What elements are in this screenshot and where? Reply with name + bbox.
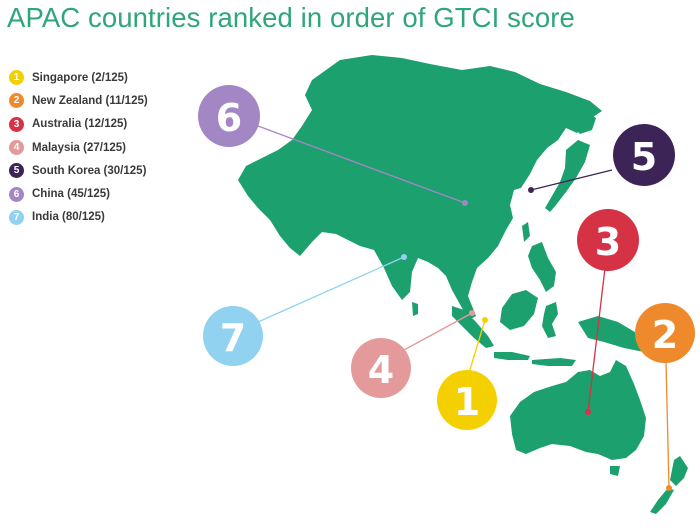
legend-item-india: 7 India (80/125) xyxy=(9,206,148,229)
legend-marker: 1 xyxy=(9,70,24,86)
legend-item-new-zealand: 2 New Zealand (11/125) xyxy=(9,89,148,112)
sumatra xyxy=(452,306,494,348)
legend-item-singapore: 1 Singapore (2/125) xyxy=(9,66,148,89)
badge-number: 7 xyxy=(220,316,246,360)
legend-marker: 5 xyxy=(9,163,24,179)
badge-number: 5 xyxy=(631,135,657,179)
borneo xyxy=(500,290,538,330)
australia xyxy=(510,360,646,460)
landmass xyxy=(238,55,688,514)
legend-item-south-korea: 5 South Korea (30/125) xyxy=(9,159,148,182)
asia-mainland xyxy=(238,55,602,320)
japan xyxy=(545,140,590,212)
leader-line-singapore xyxy=(468,319,486,374)
marker-australia xyxy=(585,409,591,415)
badge-india: 7 xyxy=(203,306,263,366)
legend-label: Singapore (2/125) xyxy=(32,71,128,84)
legend-item-malaysia: 4 Malaysia (27/125) xyxy=(9,136,148,159)
badge-south-korea: 5 xyxy=(613,124,675,186)
badge-number: 3 xyxy=(595,220,621,264)
new-zealand-north xyxy=(670,456,688,486)
marker-new-zealand xyxy=(666,485,672,491)
sri-lanka xyxy=(412,302,418,316)
leader-line-australia xyxy=(587,267,606,413)
legend-label: Malaysia (27/125) xyxy=(32,141,126,154)
badge-china: 6 xyxy=(198,85,260,147)
taiwan xyxy=(522,222,530,242)
legend-marker: 3 xyxy=(9,116,24,132)
lesser-sunda xyxy=(532,358,576,366)
marker-south-korea xyxy=(528,187,534,193)
marker-singapore xyxy=(482,317,488,323)
legend-item-australia: 3 Australia (12/125) xyxy=(9,113,148,136)
badge-new-zealand: 2 xyxy=(635,303,695,363)
legend-marker: 6 xyxy=(9,186,24,202)
legend-label: India (80/125) xyxy=(32,211,105,224)
marker-india xyxy=(401,254,407,260)
new-zealand-south xyxy=(650,488,674,514)
legend-label: New Zealand (11/125) xyxy=(32,94,148,107)
sulawesi xyxy=(542,302,558,338)
badge-australia: 3 xyxy=(577,209,639,271)
java xyxy=(494,352,530,360)
marker-china xyxy=(462,200,468,206)
marker-malaysia xyxy=(469,310,475,316)
legend-marker: 4 xyxy=(9,140,24,156)
legend-label: China (45/125) xyxy=(32,188,110,201)
hokkaido xyxy=(572,110,596,134)
tasmania xyxy=(610,466,620,476)
badge-number: 2 xyxy=(652,313,678,357)
legend-label: South Korea (30/125) xyxy=(32,164,147,177)
legend-label: Australia (12/125) xyxy=(32,118,128,131)
legend: 1 Singapore (2/125) 2 New Zealand (11/12… xyxy=(9,66,148,229)
badge-singapore: 1 xyxy=(437,370,497,430)
new-guinea xyxy=(578,316,652,352)
badge-number: 1 xyxy=(454,380,480,424)
map-title: APAC countries ranked in order of GTCI s… xyxy=(7,2,575,33)
badge-number: 6 xyxy=(216,96,242,140)
leader-line-malaysia xyxy=(403,312,473,351)
leader-line-china xyxy=(257,125,466,204)
badge-number: 4 xyxy=(368,348,394,392)
leader-line-new-zealand xyxy=(665,361,670,489)
leader-line-south-korea xyxy=(530,169,613,191)
badge-malaysia: 4 xyxy=(351,338,411,398)
philippines xyxy=(528,242,556,292)
legend-marker: 2 xyxy=(9,93,24,109)
legend-item-china: 6 China (45/125) xyxy=(9,182,148,205)
leader-line-india xyxy=(257,256,405,323)
legend-marker: 7 xyxy=(9,209,24,225)
